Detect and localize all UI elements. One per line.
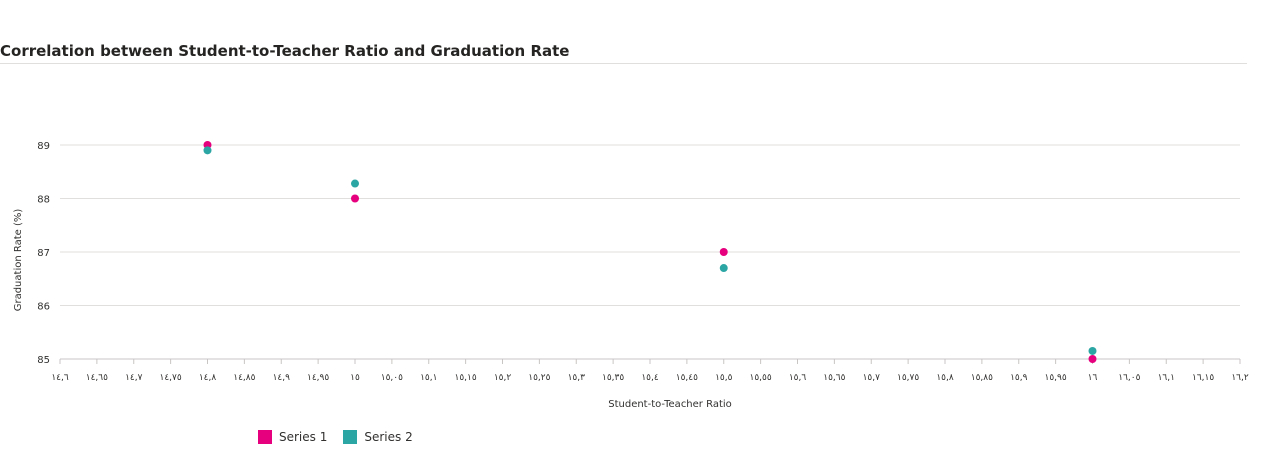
x-tick-label: ١٥,٧٥ xyxy=(897,373,919,383)
x-tick-label: ١٥,٢٥ xyxy=(528,373,550,383)
x-tick-label: ١٥,٨ xyxy=(936,373,954,383)
x-axis-title: Student-to-Teacher Ratio xyxy=(608,399,732,410)
x-tick-label: ١٤,٦ xyxy=(51,373,69,383)
legend: Series 1 Series 2 xyxy=(258,430,413,444)
x-tick-label: ١٥,٦٥ xyxy=(823,373,845,383)
data-point-series-2 xyxy=(1088,346,1097,355)
x-tick-label: ١٥,٧ xyxy=(863,373,881,383)
legend-label-series-1: Series 1 xyxy=(279,430,328,444)
x-tick-label: ١٥,٥٥ xyxy=(750,373,772,383)
x-tick-label: ١٥,٩ xyxy=(1010,373,1028,383)
x-tick-label: ١٦,٠٥ xyxy=(1118,373,1140,383)
data-point-series-2 xyxy=(351,179,359,188)
x-tick-label: ١٤,٩ xyxy=(273,373,291,383)
legend-item-series-2[interactable]: Series 2 xyxy=(343,430,413,444)
x-tick-label: ١٦,٢ xyxy=(1231,373,1249,383)
data-point-series-2 xyxy=(203,146,212,155)
x-tick-label: ١٥,٨٥ xyxy=(971,373,993,383)
x-tick-label: ١٤,٧٥ xyxy=(160,373,182,383)
x-tick-label: ١٦,١٥ xyxy=(1192,373,1214,383)
chart-title: Correlation between Student-to-Teacher R… xyxy=(0,42,570,60)
y-tick-label: 85 xyxy=(37,355,50,366)
data-point-series-1 xyxy=(719,248,728,256)
title-divider xyxy=(0,63,1247,64)
data-point-series-1 xyxy=(1088,355,1097,363)
x-tick-label: ١٤,٦٥ xyxy=(86,373,108,383)
y-tick-label: 88 xyxy=(37,195,50,206)
x-tick-label: ١٥,٤ xyxy=(641,373,659,383)
y-axis-title: Graduation Rate (%) xyxy=(13,209,24,312)
x-tick-label: ١٥ xyxy=(350,373,360,383)
y-tick-label: 87 xyxy=(37,248,50,259)
x-tick-label: ١٥,١ xyxy=(420,373,437,383)
x-tick-label: ١٦ xyxy=(1088,373,1098,383)
legend-label-series-2: Series 2 xyxy=(364,430,413,444)
x-tick-label: ١٥,١٥ xyxy=(455,373,477,383)
legend-swatch-series-2 xyxy=(343,430,358,444)
x-tick-label: ١٤,٨ xyxy=(199,373,217,383)
x-tick-label: ١٥,٣٥ xyxy=(602,373,624,383)
x-tick-label: ١٥,٥ xyxy=(715,373,733,383)
legend-swatch-series-1 xyxy=(258,430,272,444)
y-tick-label: 89 xyxy=(37,141,50,152)
x-tick-label: ١٥,٠٥ xyxy=(381,373,403,383)
x-tick-label: ١٥,٦ xyxy=(789,373,807,383)
x-tick-label: ١٥,٩٥ xyxy=(1045,373,1067,383)
x-tick-label: ١٥,٣ xyxy=(568,373,586,383)
y-tick-label: 86 xyxy=(37,302,50,313)
data-point-series-2 xyxy=(719,264,728,273)
data-point-series-1 xyxy=(351,194,359,203)
x-tick-label: ١٥,٢ xyxy=(494,373,512,383)
x-tick-label: ١٤,٩٥ xyxy=(307,373,329,383)
x-tick-label: ١٥,٤٥ xyxy=(676,373,698,383)
legend-item-series-1[interactable]: Series 1 xyxy=(258,430,327,444)
x-tick-label: ١٤,٨٥ xyxy=(233,373,255,383)
x-tick-label: ١٤,٧ xyxy=(125,373,143,383)
x-tick-label: ١٦,١ xyxy=(1158,373,1175,383)
